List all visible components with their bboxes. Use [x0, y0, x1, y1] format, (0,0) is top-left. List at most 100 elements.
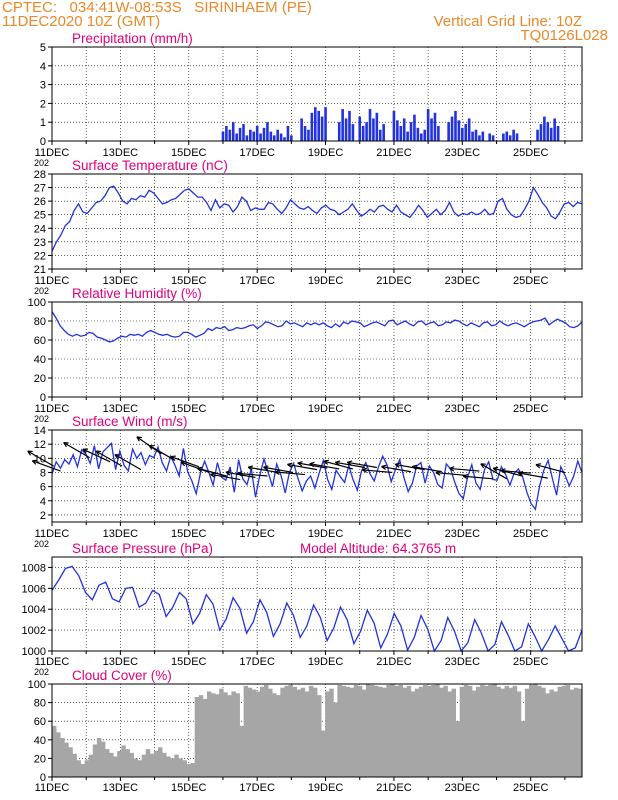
y-tick-label: 0: [40, 772, 46, 784]
cloud-column: [194, 697, 200, 777]
wind-arrow-head: [136, 436, 142, 442]
cloud-column: [182, 760, 187, 777]
precip-bar: [344, 118, 348, 141]
wind-arrow: [449, 467, 480, 472]
wind-arrow: [63, 442, 90, 459]
y-tick-label: 25: [34, 210, 46, 222]
precip-bar: [372, 118, 375, 141]
wind-arrow: [263, 466, 294, 474]
precip-bar: [474, 129, 478, 141]
panel-frame: [51, 683, 583, 778]
y-tick-label: 28: [34, 169, 46, 181]
precip-bar: [320, 116, 324, 141]
x-date-label: 21DEC: [376, 528, 412, 540]
precip-bar: [300, 118, 303, 141]
x-date-label: 23DEC: [445, 275, 481, 287]
cloud-column: [166, 756, 171, 777]
x-date-label: 21DEC: [376, 656, 412, 668]
cloud-column: [84, 760, 90, 777]
precip-bar: [290, 135, 293, 141]
wind-arrow-head: [63, 442, 69, 448]
cloud-column: [512, 685, 518, 777]
y-tick-label: 1002: [22, 625, 46, 637]
precip-bar: [508, 135, 512, 141]
precip-bar: [539, 124, 543, 141]
precip-bar: [269, 131, 273, 141]
panel-frame: [51, 46, 583, 142]
precip-bar: [488, 133, 491, 141]
y-tick-label: 1008: [22, 562, 46, 574]
cloud-column: [308, 685, 314, 777]
cloud-column: [569, 689, 575, 777]
cloud-column: [341, 685, 346, 777]
precip-bar: [266, 122, 269, 141]
cloud-column: [72, 753, 77, 777]
cloud-column: [435, 684, 440, 777]
panel-title: Surface Temperature (nC): [72, 158, 228, 173]
cloud-column: [206, 691, 212, 777]
panel-frame: [51, 556, 583, 652]
x-date-label: 17DEC: [239, 782, 275, 794]
wind-arrow: [82, 448, 111, 463]
series-line: [51, 311, 583, 343]
vertical-grid-note: Vertical Grid Line: 10Z: [433, 13, 582, 30]
x-date-label: 21DEC: [376, 147, 412, 159]
wind-arrow-head: [247, 465, 254, 471]
cloud-column: [276, 695, 281, 777]
wind-arrow-head: [297, 461, 303, 467]
cloud-column: [423, 684, 428, 777]
precip-bar: [225, 125, 228, 141]
cloud-column: [476, 686, 481, 777]
precip-bar: [283, 137, 286, 141]
x-date-label: 19DEC: [308, 528, 344, 540]
cloud-column: [557, 686, 563, 777]
x-year-label: 202: [34, 414, 49, 424]
precip-bar: [324, 107, 327, 141]
y-tick-label: 60: [34, 716, 46, 728]
panel-title: Cloud Cover (%): [72, 668, 172, 683]
precip-bar: [416, 127, 420, 141]
x-date-label: 25DEC: [513, 528, 549, 540]
cloud-column: [459, 686, 465, 777]
x-date-label: 15DEC: [171, 656, 207, 668]
cloud-column: [174, 754, 179, 777]
x-date-label: 15DEC: [171, 403, 207, 415]
cloud-column: [443, 685, 448, 777]
y-tick-label: 80: [34, 316, 46, 328]
cloud-column: [109, 752, 114, 777]
wind-arrow-head: [225, 470, 231, 476]
cloud-column: [386, 684, 391, 777]
precip-bar: [399, 125, 403, 141]
wind-arrow: [395, 463, 425, 471]
cloud-column: [345, 686, 351, 777]
cloud-column: [105, 749, 110, 777]
cloud-column: [349, 687, 355, 777]
x-date-label: 19DEC: [308, 147, 344, 159]
precip-bar: [505, 131, 509, 141]
x-year-label: 202: [34, 158, 49, 168]
cloud-column: [251, 689, 257, 777]
precip-bar: [341, 109, 344, 141]
x-date-label: 13DEC: [103, 147, 139, 159]
x-date-label: 11DEC: [35, 656, 70, 668]
cloud-column: [202, 698, 208, 777]
wind-arrow-head: [114, 454, 120, 460]
wind-arrow-head: [492, 466, 499, 472]
y-tick-label: 2: [40, 98, 46, 110]
precip-bar: [286, 125, 290, 141]
cloud-column: [113, 756, 118, 777]
wind-arrow-head: [170, 455, 176, 461]
cloud-column: [524, 688, 530, 777]
precip-bar: [481, 131, 485, 141]
cloud-column: [92, 744, 98, 777]
cloud-column: [414, 688, 420, 777]
wind-arrow: [248, 466, 278, 474]
precip-bar: [310, 112, 314, 141]
wind-arrow-head: [394, 462, 401, 468]
cloud-column: [480, 684, 485, 777]
cloud-column: [390, 684, 395, 777]
cloud-column: [56, 732, 61, 777]
precip-bar: [375, 112, 379, 141]
y-tick-label: 0: [40, 392, 46, 404]
cloud-column: [239, 725, 245, 777]
